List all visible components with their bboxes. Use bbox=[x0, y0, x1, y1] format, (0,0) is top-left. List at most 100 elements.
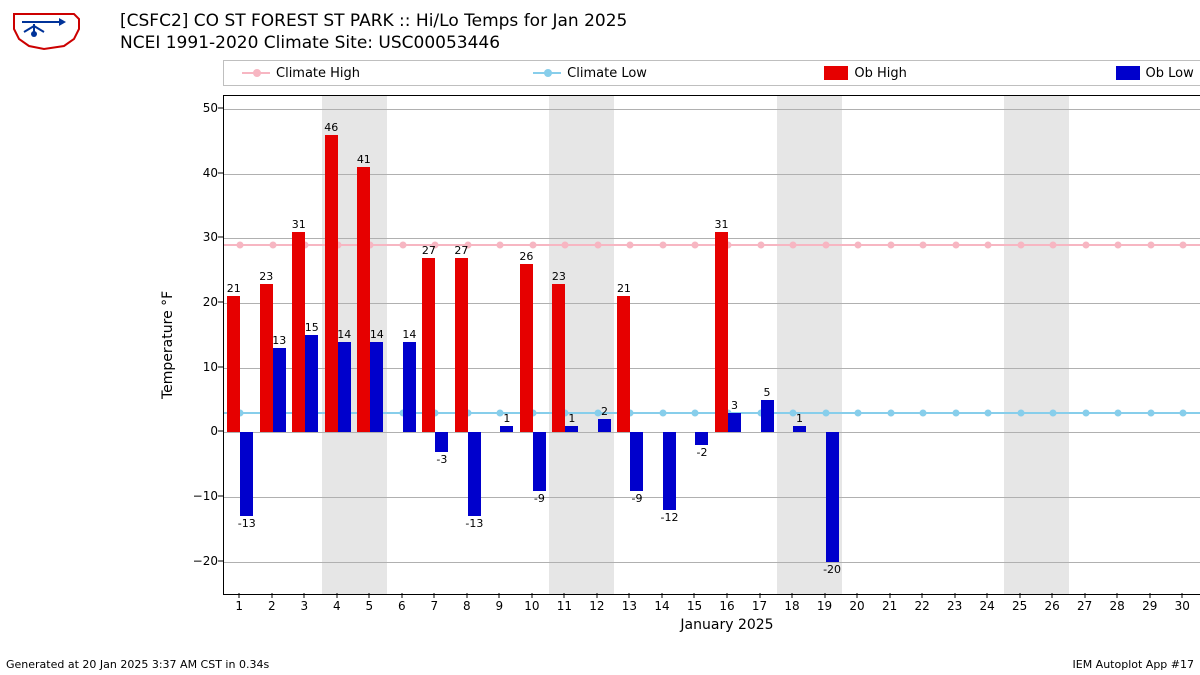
x-tick-label: 27 bbox=[1077, 599, 1092, 613]
legend-marker-climate-high bbox=[242, 72, 270, 74]
y-tick-label: 50 bbox=[190, 101, 218, 115]
x-tick-mark bbox=[1149, 593, 1150, 598]
legend: Climate High Climate Low Ob High Ob Low bbox=[223, 60, 1200, 86]
ob-low-bar-label: 14 bbox=[402, 328, 416, 341]
y-tick-mark bbox=[218, 107, 223, 108]
x-tick-mark bbox=[629, 593, 630, 598]
ob-high-bar-label: 27 bbox=[454, 244, 468, 257]
x-tick-label: 11 bbox=[557, 599, 572, 613]
ob-low-bar-label: -13 bbox=[238, 517, 256, 530]
ob-high-bar-label: 31 bbox=[292, 218, 306, 231]
chart-title: [CSFC2] CO ST FOREST ST PARK :: Hi/Lo Te… bbox=[120, 10, 627, 54]
climate-high-marker bbox=[659, 241, 666, 248]
climate-low-marker bbox=[1017, 409, 1024, 416]
x-tick-mark bbox=[369, 593, 370, 598]
climate-low-marker bbox=[985, 409, 992, 416]
x-tick-label: 4 bbox=[333, 599, 341, 613]
ob-high-bar bbox=[357, 167, 370, 432]
climate-low-marker bbox=[1050, 409, 1057, 416]
x-tick-mark bbox=[792, 593, 793, 598]
ob-low-bar bbox=[630, 432, 643, 490]
ob-low-bar bbox=[273, 348, 286, 432]
ob-low-bar bbox=[826, 432, 839, 561]
y-tick-mark bbox=[218, 431, 223, 432]
x-tick-label: 18 bbox=[784, 599, 799, 613]
ob-low-bar-label: 1 bbox=[568, 412, 575, 425]
x-tick-mark bbox=[661, 593, 662, 598]
gridline bbox=[224, 303, 1200, 304]
ob-low-bar-label: -2 bbox=[697, 446, 708, 459]
x-tick-mark bbox=[694, 593, 695, 598]
legend-marker-ob-high bbox=[824, 66, 848, 80]
x-tick-mark bbox=[336, 593, 337, 598]
ob-low-bar-label: 1 bbox=[796, 412, 803, 425]
title-line2: NCEI 1991-2020 Climate Site: USC00053446 bbox=[120, 33, 500, 53]
legend-ob-high: Ob High bbox=[824, 66, 1115, 81]
gridline bbox=[224, 109, 1200, 110]
ob-high-bar-label: 31 bbox=[714, 218, 728, 231]
ob-low-bar bbox=[663, 432, 676, 510]
ob-high-bar bbox=[422, 258, 435, 433]
x-tick-mark bbox=[564, 593, 565, 598]
ob-high-bar bbox=[260, 284, 273, 433]
x-tick-mark bbox=[466, 593, 467, 598]
ob-high-bar-label: 23 bbox=[552, 270, 566, 283]
ob-high-bar bbox=[325, 135, 338, 433]
ob-low-bar bbox=[728, 413, 741, 432]
legend-marker-ob-low bbox=[1116, 66, 1140, 80]
y-tick-label: 20 bbox=[190, 295, 218, 309]
legend-label-ob-high: Ob High bbox=[854, 66, 907, 81]
climate-high-marker bbox=[1082, 241, 1089, 248]
ob-high-bar bbox=[455, 258, 468, 433]
ob-low-bar-label: 2 bbox=[601, 405, 608, 418]
ob-low-bar bbox=[403, 342, 416, 433]
y-tick-label: 0 bbox=[190, 424, 218, 438]
climate-high-marker bbox=[399, 241, 406, 248]
x-tick-mark bbox=[1084, 593, 1085, 598]
x-tick-label: 23 bbox=[947, 599, 962, 613]
y-axis-label: Temperature °F bbox=[160, 291, 176, 399]
x-tick-mark bbox=[727, 593, 728, 598]
legend-label-climate-high: Climate High bbox=[276, 66, 360, 81]
ob-low-bar bbox=[565, 426, 578, 432]
x-tick-label: 22 bbox=[914, 599, 929, 613]
x-tick-mark bbox=[271, 593, 272, 598]
climate-high-marker bbox=[1050, 241, 1057, 248]
x-tick-label: 29 bbox=[1142, 599, 1157, 613]
y-tick-mark bbox=[218, 237, 223, 238]
y-tick-mark bbox=[218, 560, 223, 561]
x-tick-label: 9 bbox=[496, 599, 504, 613]
x-axis-label: January 2025 bbox=[677, 617, 777, 633]
x-tick-label: 15 bbox=[687, 599, 702, 613]
climate-high-marker bbox=[497, 241, 504, 248]
title-line1: [CSFC2] CO ST FOREST ST PARK :: Hi/Lo Te… bbox=[120, 11, 627, 31]
climate-low-marker bbox=[855, 409, 862, 416]
y-tick-label: −20 bbox=[190, 554, 218, 568]
ob-high-bar-label: 21 bbox=[227, 282, 241, 295]
x-tick-mark bbox=[1182, 593, 1183, 598]
gridline bbox=[224, 497, 1200, 498]
climate-high-marker bbox=[822, 241, 829, 248]
climate-low-marker bbox=[887, 409, 894, 416]
ob-low-bar-label: 13 bbox=[272, 334, 286, 347]
plot-area: 2123314641272726232131-131315141414-3-13… bbox=[223, 95, 1200, 595]
x-tick-mark bbox=[889, 593, 890, 598]
y-tick-label: −10 bbox=[190, 489, 218, 503]
ob-high-bar-label: 27 bbox=[422, 244, 436, 257]
x-tick-label: 24 bbox=[979, 599, 994, 613]
ob-low-bar-label: -3 bbox=[436, 453, 447, 466]
x-tick-label: 28 bbox=[1110, 599, 1125, 613]
climate-low-marker bbox=[1180, 409, 1187, 416]
ob-low-bar-label: 15 bbox=[305, 321, 319, 334]
ob-low-bar-label: 14 bbox=[370, 328, 384, 341]
climate-high-marker bbox=[952, 241, 959, 248]
climate-low-marker bbox=[1115, 409, 1122, 416]
ob-high-bar bbox=[715, 232, 728, 432]
climate-low-marker bbox=[1147, 409, 1154, 416]
x-tick-label: 25 bbox=[1012, 599, 1027, 613]
x-tick-label: 12 bbox=[589, 599, 604, 613]
y-tick-mark bbox=[218, 172, 223, 173]
ob-low-bar bbox=[695, 432, 708, 445]
y-tick-label: 40 bbox=[190, 166, 218, 180]
legend-climate-high: Climate High bbox=[242, 66, 533, 81]
